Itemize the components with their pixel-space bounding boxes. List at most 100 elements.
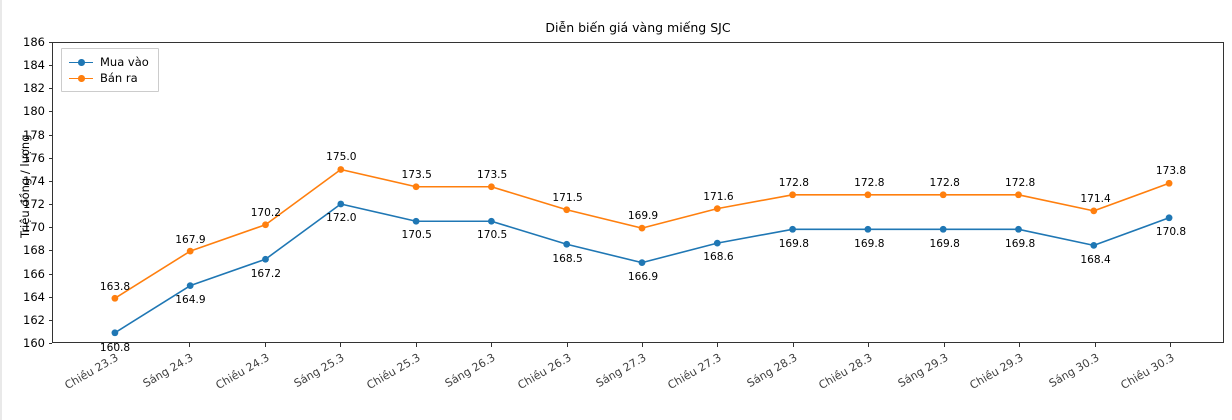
y-tick-mark: [48, 65, 52, 67]
data-point-label: 170.5: [401, 229, 432, 242]
y-tick-label: 182: [23, 81, 45, 96]
data-point-marker: [186, 282, 194, 290]
y-tick-mark: [48, 296, 52, 298]
data-point-marker: [262, 221, 269, 229]
chart-title: Diễn biến giá vàng miếng SJC: [545, 20, 731, 35]
y-tick-label: 176: [23, 150, 45, 165]
data-point-label: 169.9: [627, 210, 659, 223]
data-point-label: 173.5: [401, 168, 432, 181]
data-point-label: 168.6: [703, 251, 734, 264]
data-point-label: 169.8: [1004, 237, 1036, 250]
data-point-label: 166.9: [627, 271, 659, 284]
data-point-label: 167.2: [250, 267, 282, 280]
data-point-label: 163.8: [99, 281, 131, 293]
data-point-marker: [412, 217, 420, 225]
data-point-label: 160.8: [99, 341, 131, 354]
data-point-label: 170.8: [1155, 225, 1187, 238]
y-tick-label: 170: [23, 220, 45, 235]
y-tick-mark: [48, 273, 52, 275]
x-tick-mark: [566, 343, 568, 347]
y-tick-label: 160: [23, 336, 45, 350]
legend-label: Bán ra: [100, 71, 138, 85]
data-point-marker: [487, 217, 495, 225]
x-tick-mark: [1094, 343, 1096, 347]
y-tick-label: 186: [23, 35, 45, 49]
data-point-marker: [262, 255, 269, 263]
y-tick-label: 172: [23, 197, 45, 212]
data-point-marker: [111, 329, 119, 337]
data-point-marker: [337, 200, 345, 208]
x-tick-mark: [340, 343, 342, 347]
y-tick-mark: [48, 134, 52, 136]
y-tick-mark: [48, 111, 52, 113]
x-tick-mark: [189, 343, 191, 347]
data-point-marker: [1090, 242, 1098, 249]
y-tick-label: 166: [23, 266, 45, 281]
y-tick-label: 184: [23, 58, 45, 73]
plot-area: Mua vào Bán ra 160.8 164.9 167.2 172.0 170.5 1…: [52, 42, 1224, 354]
y-tick-label: 178: [23, 127, 45, 142]
y-tick-mark: [48, 180, 52, 182]
y-tick-mark: [48, 227, 52, 229]
data-point-marker: [638, 224, 646, 232]
data-point-marker: [864, 225, 872, 233]
data-point-label: 170.5: [476, 229, 508, 242]
data-point-label: 169.8: [854, 237, 885, 250]
y-tick-label: 168: [23, 243, 45, 258]
legend-item[interactable]: Mua vào: [69, 54, 149, 70]
data-point-label: 172.0: [326, 212, 357, 225]
series-lines: [111, 166, 1173, 337]
y-tick-mark: [48, 319, 52, 321]
data-point-marker: [864, 191, 872, 199]
data-point-marker: [1090, 207, 1098, 215]
data-point-marker: [1015, 191, 1022, 199]
x-tick-mark: [415, 343, 417, 347]
y-tick-mark: [48, 157, 52, 159]
data-point-label: 167.9: [175, 233, 206, 246]
data-point-marker: [487, 183, 495, 191]
x-tick-mark: [114, 343, 115, 347]
y-tick-label: 162: [23, 312, 45, 327]
data-point-marker: [939, 225, 947, 233]
data-point-label: 172.8: [929, 176, 960, 189]
data-point-label: 173.5: [476, 168, 508, 181]
x-tick-mark: [792, 343, 794, 347]
data-point-label: 173.8: [1155, 165, 1187, 178]
data-point-marker: [1165, 214, 1173, 222]
x-tick-mark: [491, 343, 493, 347]
data-point-marker: [789, 191, 796, 199]
data-point-label: 172.8: [854, 176, 885, 189]
x-tick-mark: [1170, 343, 1171, 347]
chart-legend: Mua vào Bán ra: [61, 48, 159, 92]
data-point-label: 171.5: [552, 191, 583, 204]
y-tick-label: 164: [23, 289, 45, 304]
x-tick-mark: [1019, 343, 1021, 347]
data-point-label: 168.4: [1080, 253, 1111, 266]
y-tick-label: 174: [23, 173, 45, 188]
data-point-marker: [713, 239, 721, 247]
legend-item[interactable]: Bán ra: [69, 70, 149, 86]
data-point-label: 175.0: [326, 151, 357, 164]
data-point-marker: [186, 247, 194, 255]
data-point-marker: [713, 205, 721, 212]
data-point-label: 169.8: [929, 237, 960, 250]
legend-line-marker-icon: [69, 56, 93, 68]
y-tick-mark: [48, 343, 52, 344]
x-tick-mark: [868, 343, 870, 347]
y-tick-mark: [48, 42, 52, 43]
data-point-label: 172.8: [1004, 176, 1036, 189]
x-tick-mark: [642, 343, 643, 347]
data-point-marker: [337, 166, 345, 173]
data-point-marker: [563, 240, 571, 248]
data-point-marker: [412, 183, 420, 191]
legend-label: Mua vào: [100, 55, 149, 69]
data-point-marker: [1015, 225, 1022, 233]
data-point-marker: [1165, 179, 1173, 187]
data-point-marker: [939, 191, 947, 199]
y-tick-mark: [48, 204, 52, 206]
x-tick-mark: [264, 343, 266, 347]
data-point-label: 168.5: [552, 252, 583, 265]
y-tick-mark: [48, 250, 52, 252]
data-point-marker: [789, 225, 796, 233]
data-point-label: 171.6: [703, 190, 734, 203]
